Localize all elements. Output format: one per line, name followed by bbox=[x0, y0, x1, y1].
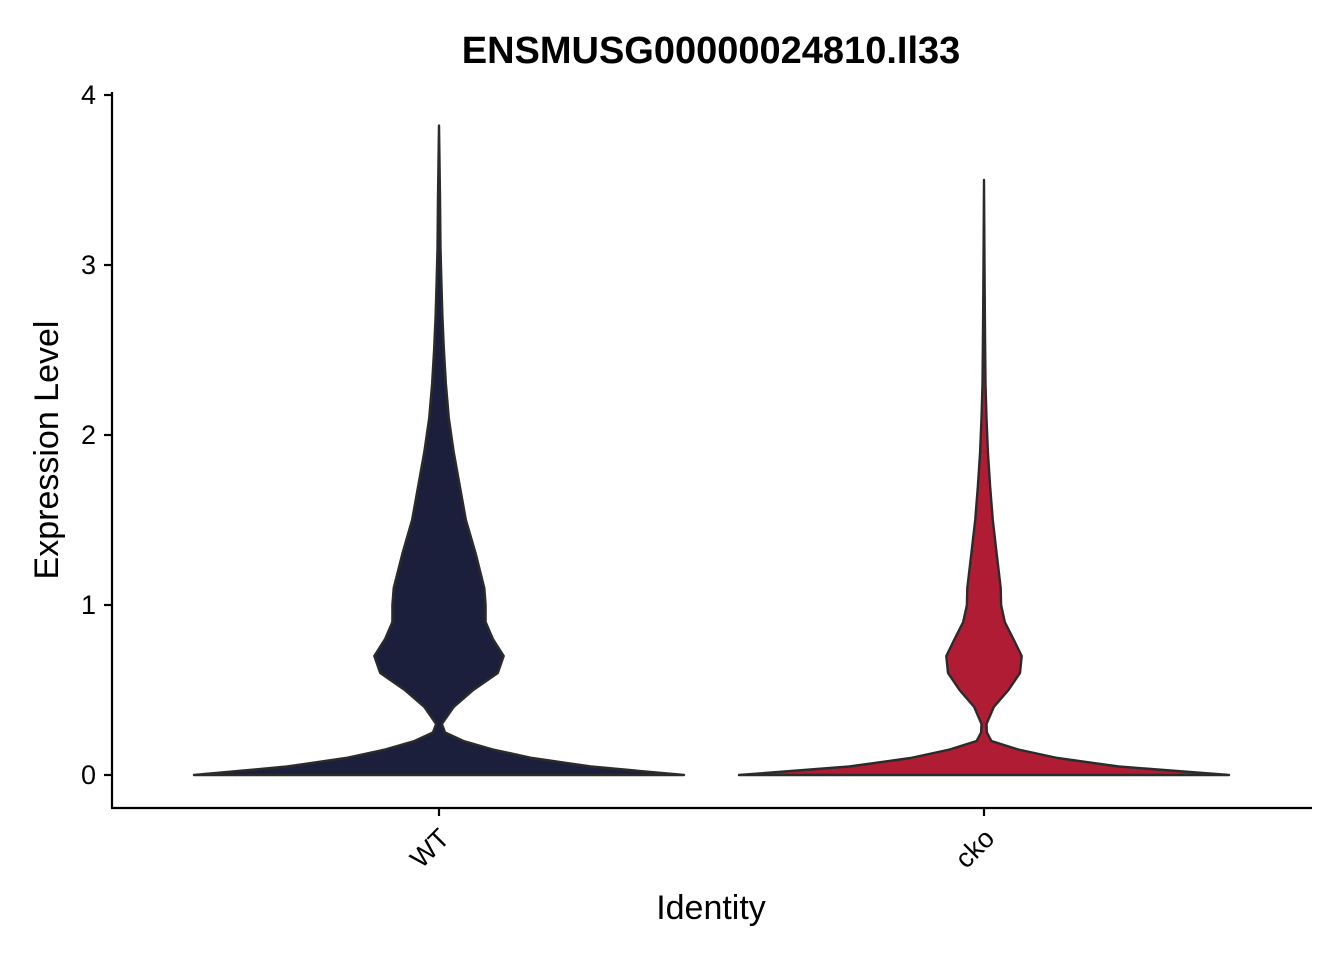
y-tick-label: 4 bbox=[81, 80, 96, 110]
violin-group bbox=[192, 124, 1231, 777]
y-tick-label: 2 bbox=[81, 420, 96, 450]
x-axis-title: Identity bbox=[656, 889, 766, 927]
violin-wt bbox=[192, 124, 686, 777]
x-tick-label: WT bbox=[404, 823, 455, 874]
y-axis-title: Expression Level bbox=[28, 321, 66, 580]
y-tick-label: 3 bbox=[81, 250, 96, 280]
y-tick-label: 0 bbox=[81, 760, 96, 790]
violin-cko bbox=[737, 178, 1231, 777]
chart-title: ENSMUSG00000024810.Il33 bbox=[462, 30, 961, 72]
y-tick-label: 1 bbox=[81, 590, 96, 620]
y-axis-ticks: 0 1 2 3 4 bbox=[81, 80, 112, 790]
x-axis-ticks: WT cko bbox=[404, 808, 1000, 874]
x-tick-label: cko bbox=[949, 823, 1000, 874]
